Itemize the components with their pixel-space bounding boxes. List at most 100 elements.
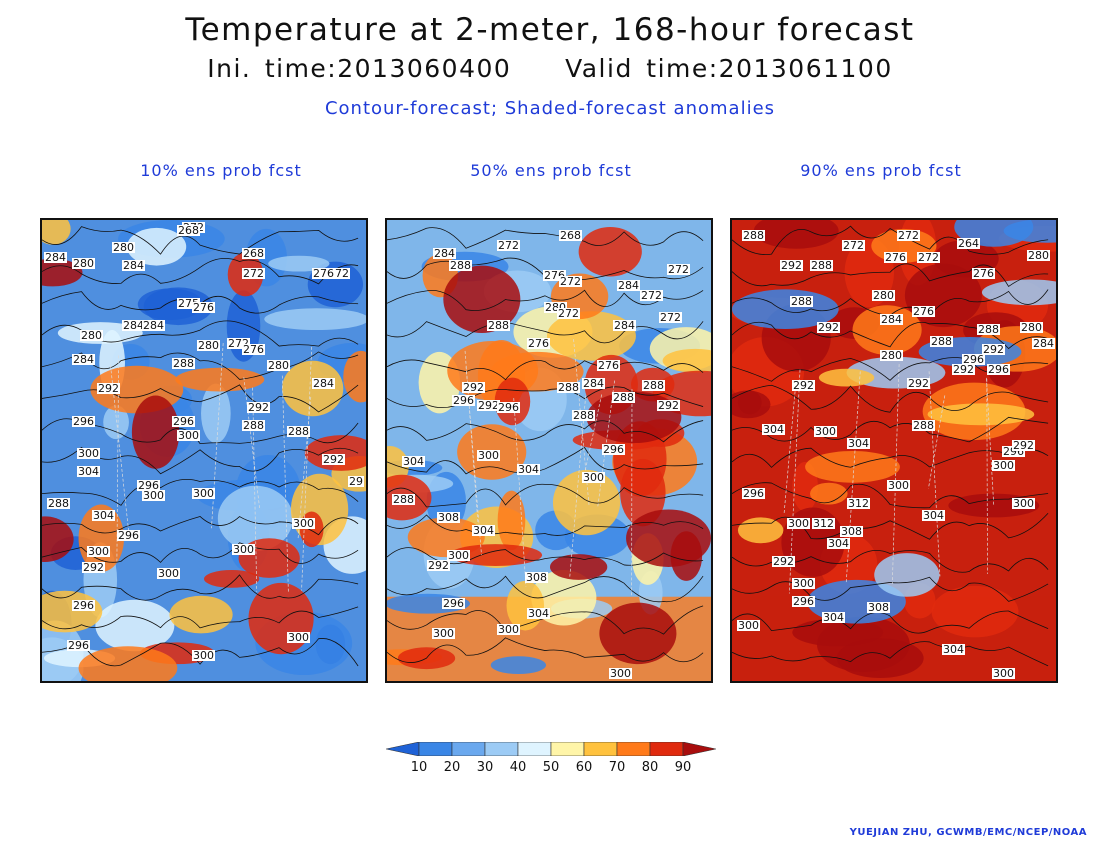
legend-tick-label: 60 bbox=[575, 760, 593, 775]
temperature-contour bbox=[42, 384, 359, 413]
contour-label: 272 bbox=[917, 251, 940, 264]
anomaly-blob bbox=[131, 395, 180, 469]
credit-text: YUEJIAN ZHU, GCWMB/EMC/NCEP/NOAA bbox=[849, 827, 1087, 838]
temperature-contour bbox=[732, 225, 1049, 255]
temperature-contour bbox=[732, 384, 1049, 413]
temperature-contour bbox=[732, 610, 1049, 634]
contour-label: 288 bbox=[612, 391, 635, 404]
anomaly-blob bbox=[304, 435, 366, 471]
border-line bbox=[110, 365, 130, 539]
legend-swatch bbox=[484, 742, 519, 756]
contour-label: 300 bbox=[582, 471, 605, 484]
legend-swatch bbox=[550, 742, 585, 756]
contour-label: 304 bbox=[762, 423, 785, 436]
contour-label: 300 bbox=[992, 459, 1015, 472]
anomaly-blob bbox=[626, 509, 711, 567]
temperature-contour bbox=[42, 638, 359, 667]
contour-label: 300 bbox=[287, 631, 310, 644]
contour-label: 292 bbox=[1012, 439, 1035, 452]
contour-label: 284 bbox=[312, 377, 335, 390]
contour-label: 288 bbox=[930, 335, 953, 348]
contour-label: 300 bbox=[1012, 497, 1035, 510]
anomaly-blob bbox=[874, 553, 940, 597]
anomaly-blob bbox=[549, 554, 608, 580]
contour-label: 272 bbox=[557, 307, 580, 320]
contour-label: 272 bbox=[327, 267, 350, 280]
contour-label: 292 bbox=[247, 401, 270, 414]
anomaly-shading bbox=[387, 220, 711, 681]
contour-label: 288 bbox=[642, 379, 665, 392]
contour-label: 308 bbox=[840, 525, 863, 538]
legend-swatch bbox=[386, 742, 420, 756]
contour-label: 288 bbox=[977, 323, 1000, 336]
contour-label: 288 bbox=[449, 259, 472, 272]
anomaly-blob bbox=[792, 618, 884, 647]
contour-label: 296 bbox=[172, 415, 195, 428]
contour-label: 276 bbox=[597, 359, 620, 372]
contour-label: 292 bbox=[792, 379, 815, 392]
contour-label: 288 bbox=[912, 419, 935, 432]
temperature-contour bbox=[732, 263, 1049, 287]
anomaly-blob bbox=[552, 469, 621, 536]
contour-label: 296 bbox=[987, 363, 1010, 376]
temperature-contour bbox=[732, 576, 1049, 602]
contour-label: 292 bbox=[780, 259, 803, 272]
contour-label: 296 bbox=[137, 479, 160, 492]
contour-label: 296 bbox=[72, 415, 95, 428]
contour-label: 276 bbox=[543, 269, 566, 282]
temperature-contour bbox=[387, 575, 704, 603]
temperature-contour bbox=[387, 227, 704, 249]
contour-label: 276 bbox=[527, 337, 550, 350]
anomaly-blob bbox=[981, 279, 1056, 306]
border-line bbox=[986, 377, 995, 505]
contour-label: 304 bbox=[827, 537, 850, 550]
anomaly-blob bbox=[201, 383, 231, 444]
contour-label: 296 bbox=[72, 599, 95, 612]
contour-label: 296 bbox=[962, 353, 985, 366]
contour-label: 272 bbox=[640, 289, 663, 302]
contour-label: 268 bbox=[177, 224, 200, 237]
border-line bbox=[597, 380, 615, 508]
legend-swatch bbox=[517, 742, 552, 756]
anomaly-blob bbox=[753, 220, 839, 249]
contour-label: 288 bbox=[242, 419, 265, 432]
contour-label: 288 bbox=[172, 357, 195, 370]
temperature-contour bbox=[387, 359, 704, 381]
legend-swatch bbox=[583, 742, 618, 756]
contour-label: 292 bbox=[477, 399, 500, 412]
anomaly-blob bbox=[927, 403, 1035, 426]
anomaly-blob bbox=[737, 390, 762, 415]
color-legend-ticks: 10 20 30 40 50 60 70 80 90 bbox=[386, 760, 716, 776]
contour-label: 300 bbox=[157, 567, 180, 580]
contour-label: 284 bbox=[582, 377, 605, 390]
temperature-contour bbox=[387, 386, 704, 409]
contour-label: 288 bbox=[742, 229, 765, 242]
contour-label: 268 bbox=[559, 229, 582, 242]
legend-tick-label: 10 bbox=[410, 760, 428, 775]
contour-label: 272 bbox=[242, 267, 265, 280]
map-panel-90: 288 272 272 264 280 292 288 276 272 276 288 292 280 2… bbox=[730, 218, 1058, 683]
legend-tick-label: 20 bbox=[443, 760, 461, 775]
temperature-contour bbox=[732, 447, 1049, 468]
anomaly-blob bbox=[42, 516, 74, 563]
anomaly-blob bbox=[126, 227, 187, 266]
border-line bbox=[243, 377, 260, 508]
contour-label: 29 bbox=[348, 475, 364, 488]
contour-label: 304 bbox=[402, 455, 425, 468]
contour-label: 304 bbox=[847, 437, 870, 450]
contour-label: 312 bbox=[847, 497, 870, 510]
panel-title-10: 10% ens prob fcst bbox=[140, 161, 302, 180]
anomaly-blob bbox=[662, 348, 711, 373]
border-line bbox=[252, 387, 258, 592]
contour-label: 292 bbox=[817, 321, 840, 334]
time-subtitle: Ini. time:2013060400 Valid time:20130611… bbox=[207, 54, 893, 83]
contour-label: 280 bbox=[872, 289, 895, 302]
contour-label: 300 bbox=[142, 489, 165, 502]
map-panel-50: 272 268 284 288 276 272 284 272 272 288 280 272 284 2… bbox=[385, 218, 713, 683]
contour-label: 304 bbox=[527, 607, 550, 620]
contour-label: 280 bbox=[72, 257, 95, 270]
anomaly-blob bbox=[95, 599, 175, 652]
contour-label: 300 bbox=[192, 487, 215, 500]
contour-label: 300 bbox=[737, 619, 760, 632]
temperature-contour bbox=[387, 483, 704, 508]
